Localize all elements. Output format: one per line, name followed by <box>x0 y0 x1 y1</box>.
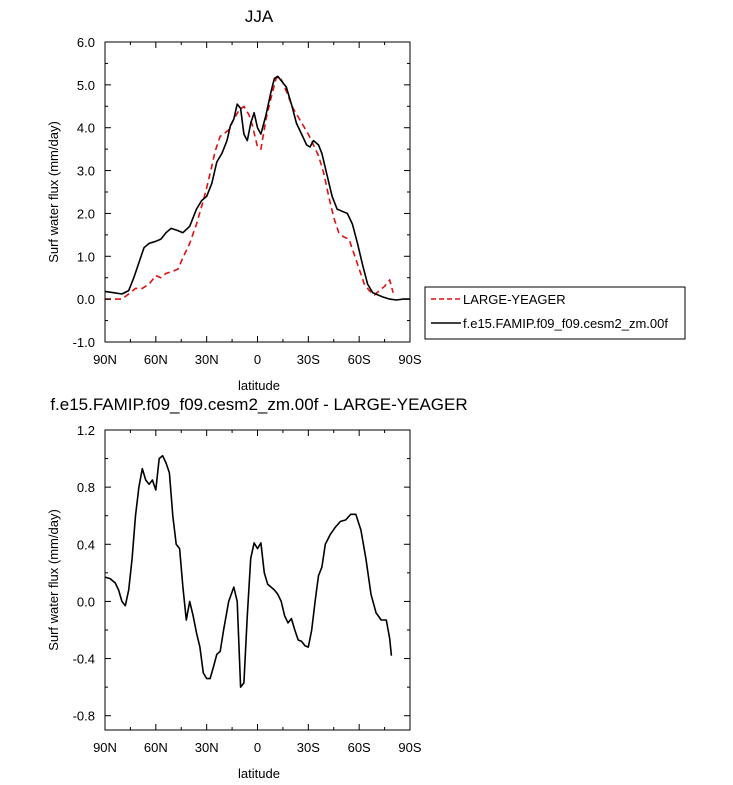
bottom-panel: f.e15.FAMIP.f09_f09.cesm2_zm.00f - LARGE… <box>46 395 468 781</box>
series-line-cesm2 <box>104 75 410 301</box>
bottom-axes: 90N 60N 30N 0 30S 60S 90S -0.8 -0.4 0.0 0.4 0.8 1.2 <box>73 423 422 755</box>
x-tick-label: 30S <box>297 740 320 755</box>
x-tick-label: 30N <box>195 740 219 755</box>
y-tick-label: 5.0 <box>77 78 95 93</box>
y-tick-label: 1.2 <box>77 423 95 438</box>
bottom-chart-title: f.e15.FAMIP.f09_f09.cesm2_zm.00f - LARGE… <box>50 395 467 414</box>
y-tick-label: 3.0 <box>77 164 95 179</box>
legend: LARGE-YEAGER f.e15.FAMIP.f09_f09.cesm2_z… <box>424 286 686 340</box>
x-tick-label: 90S <box>398 352 421 367</box>
series-line-difference <box>104 454 393 688</box>
top-series-group <box>104 75 410 301</box>
top-panel: JJA 90N 60N 30N 0 30S 60S 90S -1.0 0.0 1.0 2.0 3.0 4… <box>46 7 422 393</box>
y-tick-label: 1.0 <box>77 249 95 264</box>
bottom-series-group <box>104 454 393 688</box>
y-tick-label: 6.0 <box>77 35 95 50</box>
x-tick-label: 0 <box>254 352 261 367</box>
bottom-y-axis-label: Surf water flux (mm/day) <box>46 509 61 651</box>
series-line-large-yeager <box>105 75 394 300</box>
x-tick-label: 30N <box>195 352 219 367</box>
bottom-x-axis-label: latitude <box>238 766 280 781</box>
x-tick-label: 60N <box>144 740 168 755</box>
legend-label-cesm2: f.e15.FAMIP.f09_f09.cesm2_zm.00f <box>463 316 668 331</box>
x-tick-label: 90N <box>93 352 117 367</box>
y-tick-label: -0.4 <box>73 652 95 667</box>
legend-label-large-yeager: LARGE-YEAGER <box>463 292 566 307</box>
y-tick-label: -1.0 <box>73 335 95 350</box>
top-chart-title: JJA <box>245 7 274 26</box>
x-tick-label: 90S <box>398 740 421 755</box>
y-tick-label: 0.8 <box>77 480 95 495</box>
top-plot-frame <box>104 41 411 343</box>
x-tick-label: 30S <box>297 352 320 367</box>
y-tick-label: 0.4 <box>77 537 95 552</box>
x-tick-label: 60S <box>348 352 371 367</box>
y-tick-label: 4.0 <box>77 121 95 136</box>
x-tick-label: 0 <box>254 740 261 755</box>
top-x-axis-label: latitude <box>238 378 280 393</box>
top-y-axis-label: Surf water flux (mm/day) <box>46 121 61 263</box>
top-axes: 90N 60N 30N 0 30S 60S 90S -1.0 0.0 1.0 2.0 3.0 4.0 5.… <box>73 35 422 367</box>
y-tick-label: 0.0 <box>77 594 95 609</box>
x-tick-label: 60N <box>144 352 168 367</box>
y-tick-label: 2.0 <box>77 206 95 221</box>
x-tick-label: 90N <box>93 740 117 755</box>
y-tick-label: 0.0 <box>77 292 95 307</box>
x-tick-label: 60S <box>348 740 371 755</box>
bottom-plot-frame <box>104 429 411 731</box>
y-tick-label: -0.8 <box>73 709 95 724</box>
legend-box <box>424 286 686 340</box>
